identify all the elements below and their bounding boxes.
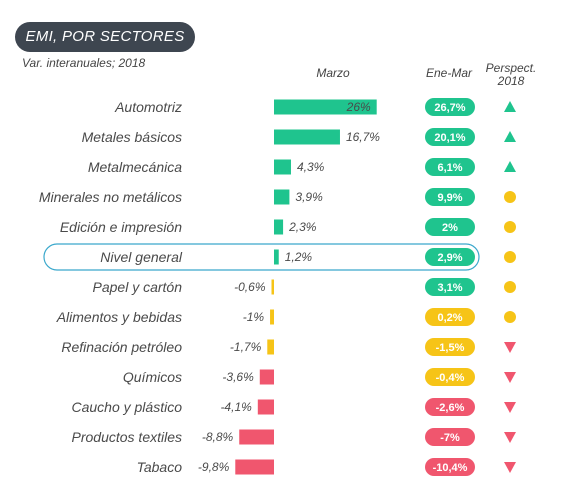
ene-mar-badge	[425, 218, 475, 236]
row-label: Tabaco	[137, 459, 183, 475]
column-header-perspect-line2: 2018	[497, 74, 525, 88]
ene-mar-badge	[425, 398, 475, 416]
trend-down-icon	[504, 432, 516, 443]
highlight-row-border	[43, 243, 480, 271]
row-label: Refinación petróleo	[61, 339, 182, 355]
row-label: Nivel general	[100, 249, 183, 265]
ene-mar-badge-text: 3,1%	[437, 282, 462, 294]
ene-mar-badge-text: 20,1%	[434, 132, 465, 144]
bar	[274, 189, 290, 205]
row-label: Automotriz	[114, 99, 182, 115]
ene-mar-badge-text: -1,5%	[436, 342, 465, 354]
ene-mar-badge-text: -7%	[440, 432, 460, 444]
row-label: Químicos	[123, 369, 182, 385]
ene-mar-badge-text: 6,1%	[437, 162, 462, 174]
chart-title: EMI, POR SECTORES	[15, 22, 195, 52]
trend-down-icon	[504, 462, 516, 473]
column-header-perspect-line1: Perspect.	[485, 61, 537, 75]
trend-neutral-icon	[504, 281, 516, 293]
trend-neutral-icon	[504, 221, 516, 233]
row-label: Alimentos y bebidas	[56, 309, 182, 325]
trend-up-icon	[504, 131, 516, 142]
bar-value-label: 3,9%	[295, 190, 323, 204]
bar	[270, 309, 274, 325]
ene-mar-badge	[425, 248, 475, 266]
bar	[239, 429, 274, 445]
trend-neutral-icon	[504, 191, 516, 203]
bar	[274, 219, 284, 235]
bar-value-label: 26%	[346, 100, 371, 114]
bar	[274, 129, 340, 145]
column-header-ene-mar: Ene-Mar	[425, 66, 472, 80]
bar-value-label: -1%	[243, 310, 265, 324]
bar-value-label: 4,3%	[297, 160, 325, 174]
row-label: Metalmecánica	[88, 159, 182, 175]
bar-value-label: -3,6%	[222, 370, 254, 384]
bar	[267, 339, 274, 355]
bar	[274, 249, 279, 265]
bar-value-label: 16,7%	[346, 130, 380, 144]
bar-value-label: -4,1%	[220, 400, 252, 414]
trend-neutral-icon	[504, 251, 516, 263]
bar-value-label: 1,2%	[285, 250, 313, 264]
bar	[274, 99, 377, 115]
ene-mar-badge	[425, 98, 475, 116]
ene-mar-badge	[425, 428, 475, 446]
ene-mar-badge-text: -10,4%	[433, 462, 468, 474]
bar-value-label: -9,8%	[198, 460, 230, 474]
ene-mar-badge	[425, 188, 475, 206]
bar	[271, 279, 274, 295]
row-label: Caucho y plástico	[71, 399, 182, 415]
column-header-perspect: Perspect. 2018	[478, 62, 544, 88]
trend-neutral-icon	[504, 311, 516, 323]
row-label: Edición e impresión	[60, 219, 182, 235]
ene-mar-badge	[425, 368, 475, 386]
trend-up-icon	[504, 161, 516, 172]
row-label: Metales básicos	[82, 129, 182, 145]
trend-down-icon	[504, 372, 516, 383]
chart-subtitle: Var. interanuales; 2018	[22, 56, 146, 70]
column-header-marzo: Marzo	[316, 66, 350, 80]
bar-value-label: 2,3%	[288, 220, 317, 234]
trend-up-icon	[504, 101, 516, 112]
row-label: Papel y cartón	[93, 279, 183, 295]
ene-mar-badge-text: -2,6%	[436, 402, 465, 414]
bar	[235, 459, 274, 475]
bar	[257, 399, 274, 415]
ene-mar-badge-text: 2%	[442, 222, 458, 234]
ene-mar-badge-text: 2,9%	[437, 252, 462, 264]
bar-value-label: -0,6%	[234, 280, 266, 294]
bar-value-label: -8,8%	[202, 430, 234, 444]
ene-mar-badge-text: 0,2%	[437, 312, 462, 324]
ene-mar-badge-text: -0,4%	[436, 372, 465, 384]
row-label: Minerales no metálicos	[39, 189, 182, 205]
ene-mar-badge-text: 9,9%	[437, 192, 462, 204]
ene-mar-badge	[425, 158, 475, 176]
ene-mar-badge	[425, 308, 475, 326]
ene-mar-badge	[425, 458, 475, 476]
ene-mar-badge	[425, 278, 475, 296]
trend-down-icon	[504, 342, 516, 353]
bar	[259, 369, 274, 385]
bar-value-label: -1,7%	[230, 340, 262, 354]
trend-down-icon	[504, 402, 516, 413]
ene-mar-badge	[425, 128, 475, 146]
bar	[274, 159, 291, 175]
ene-mar-badge-text: 26,7%	[434, 102, 465, 114]
ene-mar-badge	[425, 338, 475, 356]
row-label: Productos textiles	[72, 429, 183, 445]
